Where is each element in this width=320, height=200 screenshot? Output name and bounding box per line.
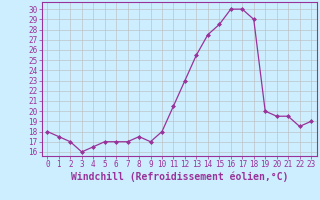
- X-axis label: Windchill (Refroidissement éolien,°C): Windchill (Refroidissement éolien,°C): [70, 172, 288, 182]
